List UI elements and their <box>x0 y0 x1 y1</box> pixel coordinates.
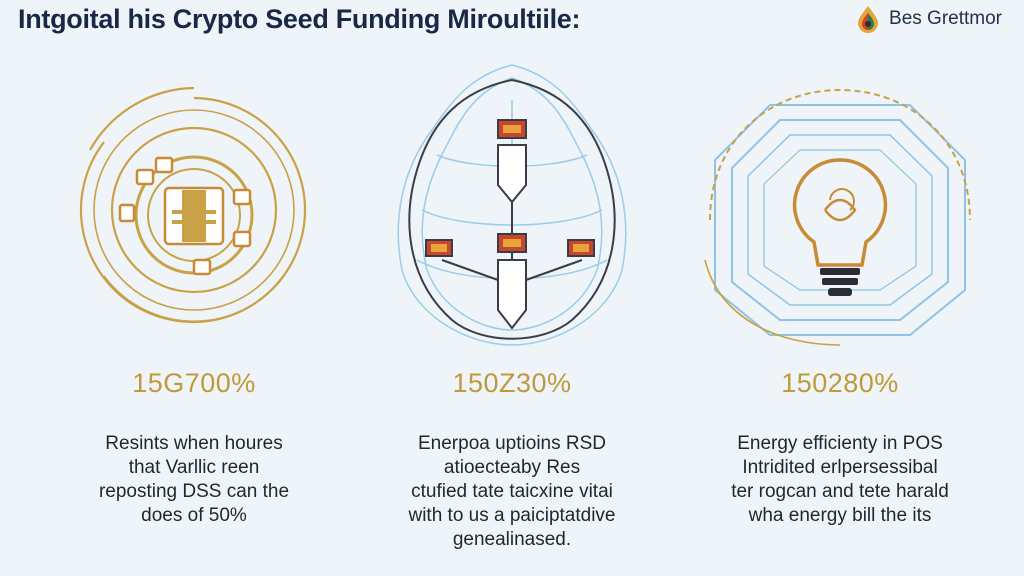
column-3: 150280% Energy efficienty in POS Intridi… <box>690 60 990 570</box>
description-line: atioecteaby Res <box>443 457 581 478</box>
description: Enerpoa uptioins RSD atioecteaby Res ctu… <box>362 432 662 552</box>
stat-value: 150280% <box>781 368 899 398</box>
brand-name: Bes Grettmor <box>889 8 1002 29</box>
description-line: ter rogcan and tete harald <box>731 481 949 502</box>
drop-logo-icon <box>858 6 879 33</box>
description-line: ctufied tate taicxine vitai <box>411 481 613 502</box>
description-line: Enerpoa uptioins RSD <box>418 433 606 454</box>
description-line: does of 50% <box>141 505 247 526</box>
description-line: with to us a paiciptatdive <box>408 505 616 526</box>
description: Energy efficienty in POS Intridited erlp… <box>690 432 990 528</box>
gear-circuit-icon <box>79 86 307 324</box>
description-line: reposting DSS can the <box>98 481 290 502</box>
column-1: 15G700% Resints when houres that Varllic… <box>44 60 344 570</box>
stat-value: 15G700% <box>132 368 256 398</box>
description-line: that Varllic reen <box>128 457 260 478</box>
column-2: 150Z30% Enerpoa uptioins RSD atioecteaby… <box>362 60 662 570</box>
description-line: Intridited erlpersessibal <box>742 457 938 478</box>
description-line: Energy efficienty in POS <box>737 433 943 454</box>
description-line: wha energy bill the its <box>748 505 932 526</box>
description-line: Resints when houres <box>105 433 283 454</box>
brand: Bes Grettmor <box>853 4 1002 34</box>
lightbulb-icon <box>704 88 971 346</box>
description: Resints when houres that Varllic reen re… <box>44 432 344 528</box>
description-line: genealinased. <box>452 529 572 550</box>
stat-value: 150Z30% <box>452 368 572 398</box>
page-title: Intgoital his Crypto Seed Funding Miroul… <box>18 4 581 34</box>
mining-network-icon <box>397 64 627 346</box>
